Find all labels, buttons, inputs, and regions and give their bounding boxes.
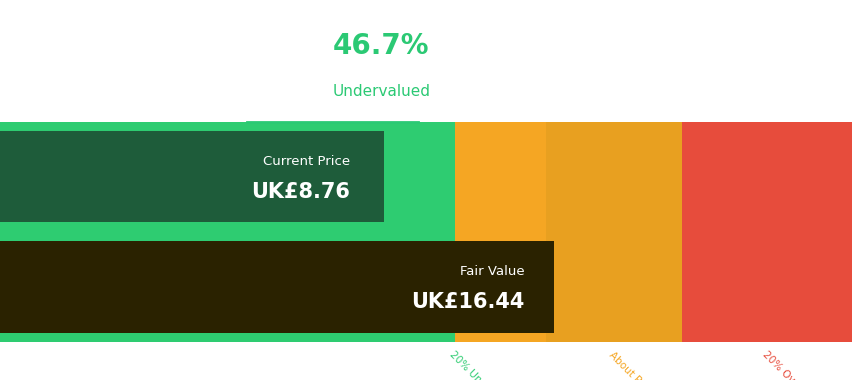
Text: Current Price: Current Price (262, 155, 349, 168)
Text: Undervalued: Undervalued (332, 84, 430, 99)
Text: UK£16.44: UK£16.44 (411, 292, 524, 312)
Text: 20% Overvalued: 20% Overvalued (760, 350, 828, 380)
Bar (0, 122, 454, 342)
Bar (454, 122, 545, 342)
Text: Fair Value: Fair Value (459, 265, 524, 278)
Bar (682, 122, 852, 342)
Text: 46.7%: 46.7% (332, 32, 429, 60)
Bar (0, 131, 383, 222)
Text: 20% Undervalued: 20% Undervalued (447, 350, 520, 380)
Text: UK£8.76: UK£8.76 (250, 182, 349, 202)
Bar (545, 122, 682, 342)
Text: About Right: About Right (607, 350, 657, 380)
Bar (0, 241, 554, 332)
